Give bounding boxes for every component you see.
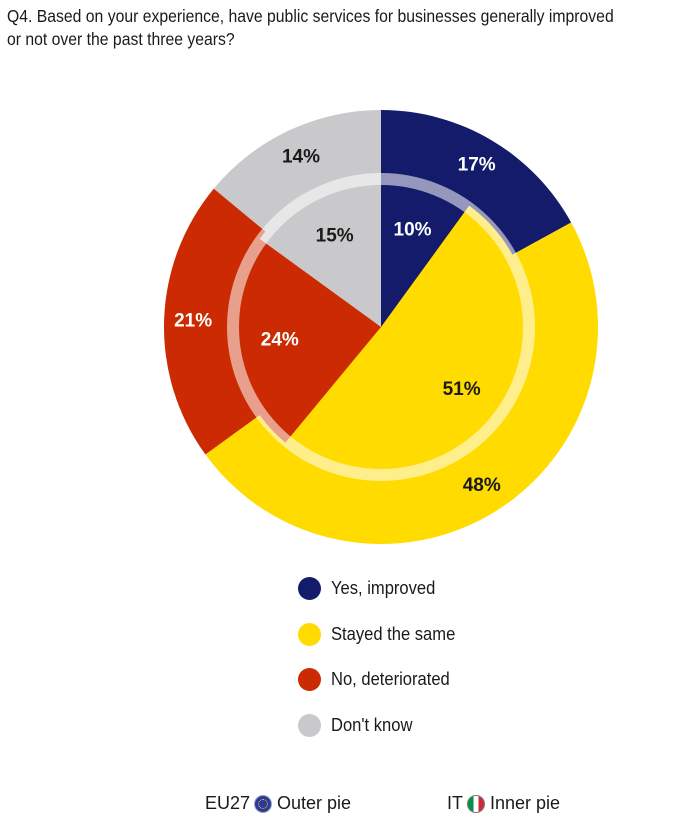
inner-slice-yes-improved xyxy=(381,177,470,327)
italy-flag-icon xyxy=(467,794,485,813)
footer-it: IT Inner pie xyxy=(447,793,560,814)
eu27-label: EU27 xyxy=(205,793,251,813)
legend-item-stayed-same: Stayed the same xyxy=(298,612,466,658)
legend-label: No, deteriorated xyxy=(331,669,450,690)
outer-label-don-t-know: 14% xyxy=(282,146,320,167)
inner-pie-it xyxy=(231,177,531,477)
legend-label: Stayed the same xyxy=(331,623,456,644)
legend-swatch-yes-improved xyxy=(298,577,321,601)
legend-swatch-no-deteriorated xyxy=(298,668,321,692)
legend-item-no-deteriorated: No, deteriorated xyxy=(298,657,466,703)
legend-item-dont-know: Don't know xyxy=(298,703,466,749)
outer-label-no-deteriorated: 21% xyxy=(174,311,212,332)
inner-label-no-deteriorated: 24% xyxy=(261,329,299,350)
inner-label-don-t-know: 15% xyxy=(316,226,354,247)
inner-pie-ring xyxy=(227,173,535,481)
inner-label-yes-improved: 10% xyxy=(394,219,432,240)
footer-eu27: EU27 Outer pie xyxy=(205,793,351,814)
legend-label: Yes, improved xyxy=(331,578,436,599)
outer-label-stayed-the-same: 48% xyxy=(463,475,501,496)
slice-labels: 17% 48% 21% 14% 10% 51% 24% 15% xyxy=(174,146,501,496)
inner-slice-no-deteriorated xyxy=(231,238,381,443)
inner-slice-stayed-the-same xyxy=(285,205,531,477)
legend-swatch-stayed-same xyxy=(298,622,321,646)
inner-label-stayed-the-same: 51% xyxy=(443,379,481,400)
outer-pie-label: Outer pie xyxy=(277,793,352,813)
legend-label: Don't know xyxy=(331,714,413,735)
chart-title: Q4. Based on your experience, have publi… xyxy=(7,6,614,49)
legend-swatch-dont-know xyxy=(298,713,321,737)
eu-flag-icon xyxy=(254,794,273,813)
it-label: IT xyxy=(447,793,463,813)
legend-item-yes-improved: Yes, improved xyxy=(298,566,466,612)
outer-label-yes-improved: 17% xyxy=(458,155,496,176)
inner-pie-label: Inner pie xyxy=(490,793,561,813)
legend: Yes, improved Stayed the same No, deteri… xyxy=(298,566,466,748)
